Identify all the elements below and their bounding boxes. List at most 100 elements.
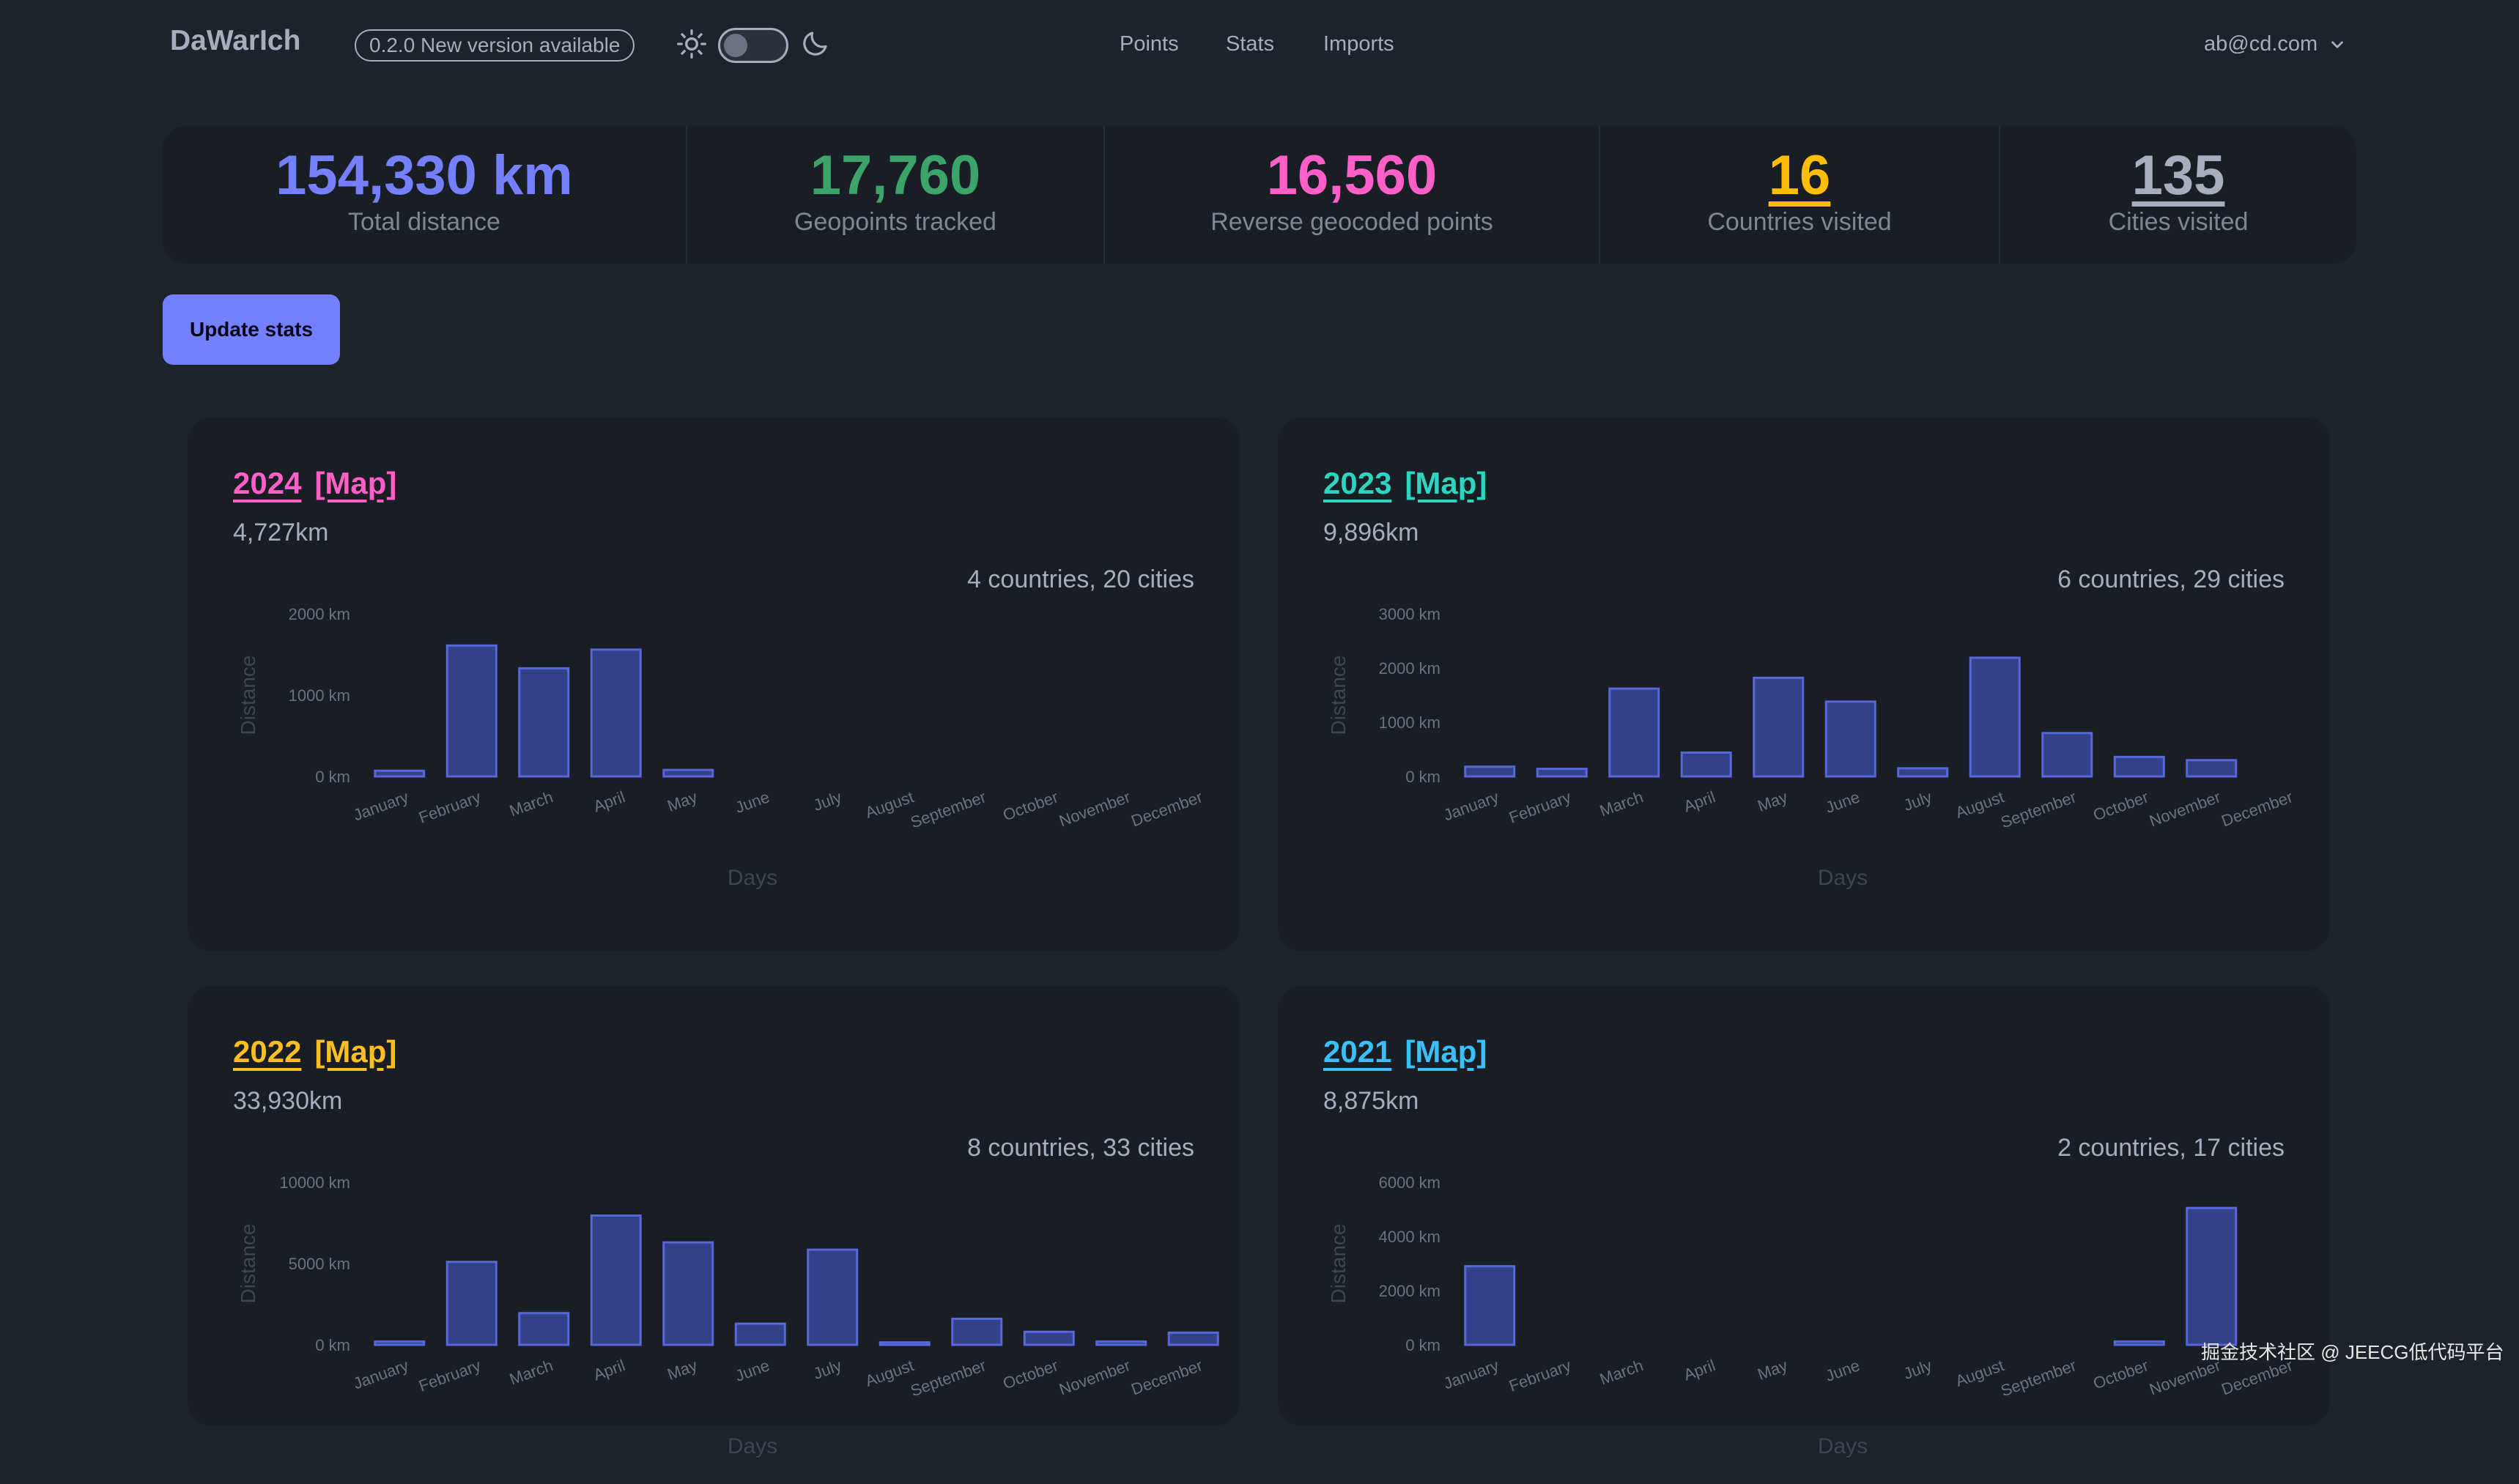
- y-tick-label: 0 km: [315, 1336, 350, 1354]
- chart-bar[interactable]: [518, 1312, 570, 1346]
- x-tick-label: September: [1998, 1356, 2079, 1400]
- version-badge[interactable]: 0.2.0 New version available: [355, 29, 635, 62]
- x-tick-label: November: [2147, 787, 2223, 830]
- stat-label: Total distance: [348, 208, 500, 236]
- monthly-distance-chart: 0 km 5000 km 10000 km Distance January Februa…: [237, 1173, 1219, 1458]
- map-link[interactable]: [Map]: [314, 466, 397, 500]
- chart-bar[interactable]: [518, 667, 570, 778]
- stat-countries: 16 Countries visited: [1600, 126, 1999, 264]
- stat-cities: 135 Cities visited: [2000, 126, 2356, 264]
- x-tick-label: December: [1129, 1356, 1205, 1398]
- stat-value: 17,760: [810, 144, 981, 207]
- update-stats-button[interactable]: Update stats: [163, 294, 340, 365]
- chart-bar[interactable]: [951, 1317, 1003, 1346]
- chart-bar[interactable]: [374, 1340, 426, 1346]
- stat-label: Geopoints tracked: [794, 208, 996, 236]
- divider: [686, 126, 687, 264]
- user-menu[interactable]: ab@cd.com: [2204, 32, 2347, 56]
- chart-bar[interactable]: [1897, 767, 1949, 778]
- x-tick-label: April: [1682, 787, 1718, 816]
- chart-bar[interactable]: [1464, 1265, 1516, 1346]
- y-tick-label: 3000 km: [1379, 605, 1440, 623]
- theme-toggle[interactable]: [718, 28, 788, 63]
- moon-icon: [803, 31, 827, 56]
- x-tick-label: January: [1441, 1356, 1501, 1392]
- stat-value-link[interactable]: 135: [2131, 144, 2225, 207]
- brand-logo[interactable]: DaWarIch: [170, 25, 301, 56]
- chart-bar[interactable]: [1753, 676, 1805, 778]
- chart-bar[interactable]: [1824, 700, 1876, 778]
- y-tick-label: 2000 km: [1379, 1282, 1440, 1300]
- chart-bar[interactable]: [734, 1322, 786, 1346]
- y-tick-label: 5000 km: [289, 1255, 350, 1273]
- year-link[interactable]: 2023: [1323, 466, 1392, 500]
- chart-bar[interactable]: [1023, 1330, 1075, 1346]
- year-link[interactable]: 2021: [1323, 1034, 1392, 1069]
- x-tick-label: September: [908, 787, 988, 831]
- y-tick-label: 4000 km: [1379, 1228, 1440, 1246]
- chart-bar[interactable]: [1608, 687, 1660, 778]
- year-link[interactable]: 2022: [233, 1034, 302, 1069]
- chart-bar[interactable]: [1969, 656, 2021, 778]
- chart-bar[interactable]: [1464, 765, 1516, 778]
- card-title: 2024 [Map]: [233, 466, 410, 501]
- chart-bar[interactable]: [662, 1241, 714, 1346]
- x-tick-label: December: [1129, 787, 1205, 830]
- year-summary: 2 countries, 17 cities: [2057, 1134, 2285, 1162]
- stat-geopoints: 17,760 Geopoints tracked: [687, 126, 1103, 264]
- year-link[interactable]: 2024: [233, 466, 302, 500]
- chart-bar[interactable]: [2186, 759, 2238, 778]
- sun-icon: [677, 29, 706, 59]
- monthly-distance-chart: 0 km 1000 km 2000 km Distance January Februar…: [237, 605, 1205, 890]
- stat-total-distance: 154,330 km Total distance: [163, 126, 686, 264]
- year-card-2022: 2022 [Map] 33,930km 8 countries, 33 citie…: [188, 986, 1240, 1458]
- x-tick-label: April: [591, 787, 628, 816]
- chart-bar[interactable]: [2113, 1340, 2165, 1346]
- chart-bar[interactable]: [878, 1341, 931, 1346]
- chart-bar[interactable]: [374, 769, 426, 778]
- nav-link-stats[interactable]: Stats: [1226, 32, 1275, 56]
- stat-value-link[interactable]: 16: [1768, 144, 1831, 207]
- x-tick-label: June: [733, 787, 772, 817]
- chevron-down-icon: [2331, 40, 2344, 48]
- y-axis-label: Distance: [1327, 1224, 1350, 1304]
- x-tick-label: February: [1506, 1356, 1573, 1395]
- chart-bar[interactable]: [2041, 732, 2093, 778]
- chart-bar[interactable]: [1536, 768, 1588, 778]
- chart-bar[interactable]: [1680, 751, 1732, 778]
- stat-value: 154,330 km: [275, 144, 573, 207]
- x-tick-label: July: [811, 787, 844, 815]
- map-link[interactable]: [Map]: [1405, 466, 1487, 500]
- user-email: ab@cd.com: [2204, 32, 2318, 56]
- chart-bar[interactable]: [2113, 755, 2165, 778]
- nav-link-points[interactable]: Points: [1120, 32, 1179, 56]
- chart-bar[interactable]: [1167, 1331, 1219, 1346]
- year-distance: 4,727km: [233, 519, 329, 546]
- year-card-2021: 2021 [Map] 8,875km 2 countries, 17 cities…: [1278, 986, 2330, 1458]
- y-tick-label: 1000 km: [289, 686, 350, 705]
- year-summary: 4 countries, 20 cities: [967, 565, 1194, 593]
- chart-bar[interactable]: [590, 1214, 642, 1346]
- x-tick-label: November: [1057, 1356, 1133, 1398]
- card-title: 2022 [Map]: [233, 1034, 410, 1069]
- x-tick-label: March: [1597, 787, 1646, 820]
- map-link[interactable]: [Map]: [314, 1034, 397, 1069]
- chart-bar[interactable]: [2186, 1206, 2238, 1346]
- chart-bar[interactable]: [445, 644, 497, 778]
- nav-link-imports[interactable]: Imports: [1323, 32, 1394, 56]
- stat-value: 16,560: [1266, 144, 1438, 207]
- x-tick-label: January: [351, 1356, 411, 1392]
- x-tick-label: February: [416, 787, 483, 827]
- chart-bar[interactable]: [590, 648, 642, 778]
- stat-label: Reverse geocoded points: [1210, 208, 1493, 236]
- chart-bar[interactable]: [445, 1261, 497, 1346]
- map-link[interactable]: [Map]: [1405, 1034, 1487, 1069]
- watermark-text: 掘金技术社区 @ JEECG低代码平台: [2201, 1341, 2504, 1363]
- y-tick-label: 2000 km: [289, 605, 350, 623]
- chart-bar[interactable]: [662, 768, 714, 778]
- year-summary: 8 countries, 33 cities: [967, 1134, 1194, 1162]
- chart-bar[interactable]: [1095, 1340, 1147, 1346]
- y-tick-label: 2000 km: [1379, 659, 1440, 678]
- x-tick-label: June: [733, 1356, 772, 1385]
- chart-bar[interactable]: [807, 1248, 859, 1346]
